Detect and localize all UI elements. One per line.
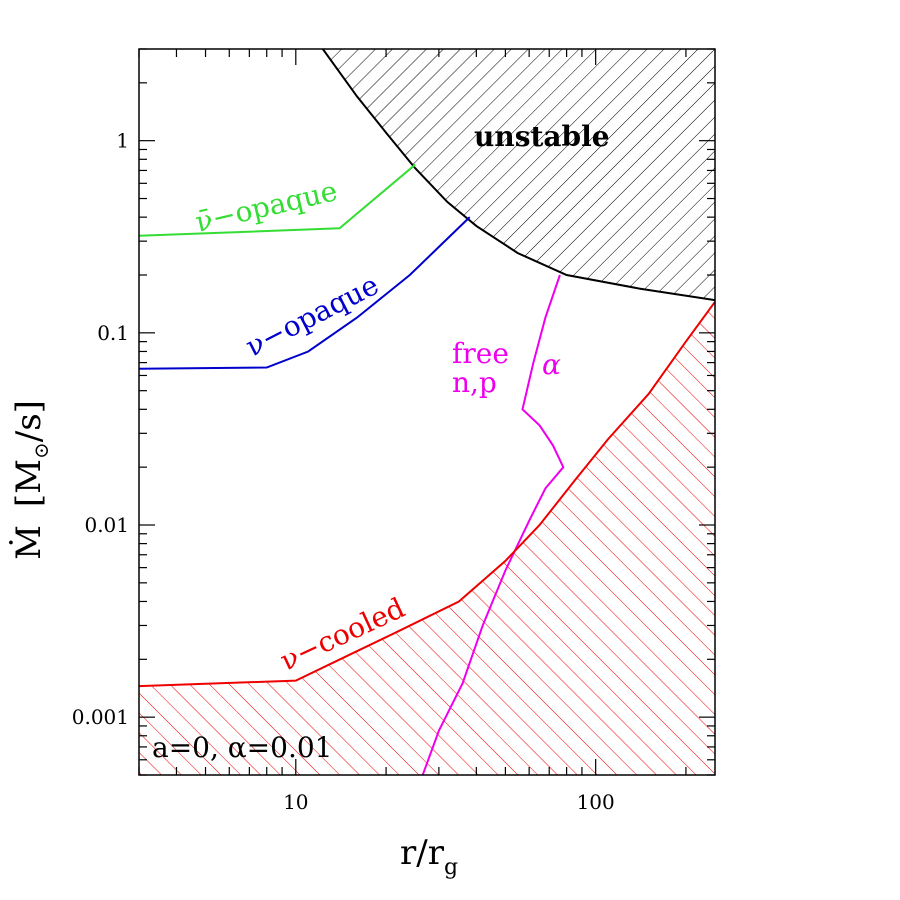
plot-frame bbox=[138, 48, 716, 776]
nu-cooled-line bbox=[139, 301, 715, 688]
y-tick-label: 0.01 bbox=[84, 513, 129, 537]
free-label: free bbox=[452, 337, 509, 370]
free-np-alpha-line bbox=[421, 274, 565, 775]
axis-tick-labels: 10 100 0.001 0.01 0.1 1 bbox=[72, 129, 615, 814]
unstable-boundary-line bbox=[321, 49, 715, 302]
y-axis-label: Ṁ[M⊙/s] bbox=[9, 400, 53, 560]
parameters-label: a=0, α=0.01 bbox=[152, 731, 332, 764]
cooled-hatched-region bbox=[139, 301, 715, 775]
np-label: n,p bbox=[452, 366, 497, 399]
x-axis-label: r/rg bbox=[400, 833, 458, 880]
svg-text:Ṁ[M⊙/s]: Ṁ[M⊙/s] bbox=[9, 400, 53, 560]
y-tick-label: 0.1 bbox=[97, 321, 129, 345]
y-tick-label: 1 bbox=[116, 129, 129, 153]
x-tick-label: 10 bbox=[283, 790, 308, 814]
unstable-hatched-region bbox=[322, 49, 715, 301]
y-tick-label: 0.001 bbox=[72, 705, 129, 729]
x-tick-label: 100 bbox=[577, 790, 615, 814]
axis-ticks bbox=[138, 48, 715, 776]
unstable-label: unstable bbox=[474, 120, 610, 153]
nu-opaque-line bbox=[139, 216, 471, 370]
alpha-label: α bbox=[542, 348, 561, 381]
nubar-opaque-line bbox=[139, 163, 416, 237]
